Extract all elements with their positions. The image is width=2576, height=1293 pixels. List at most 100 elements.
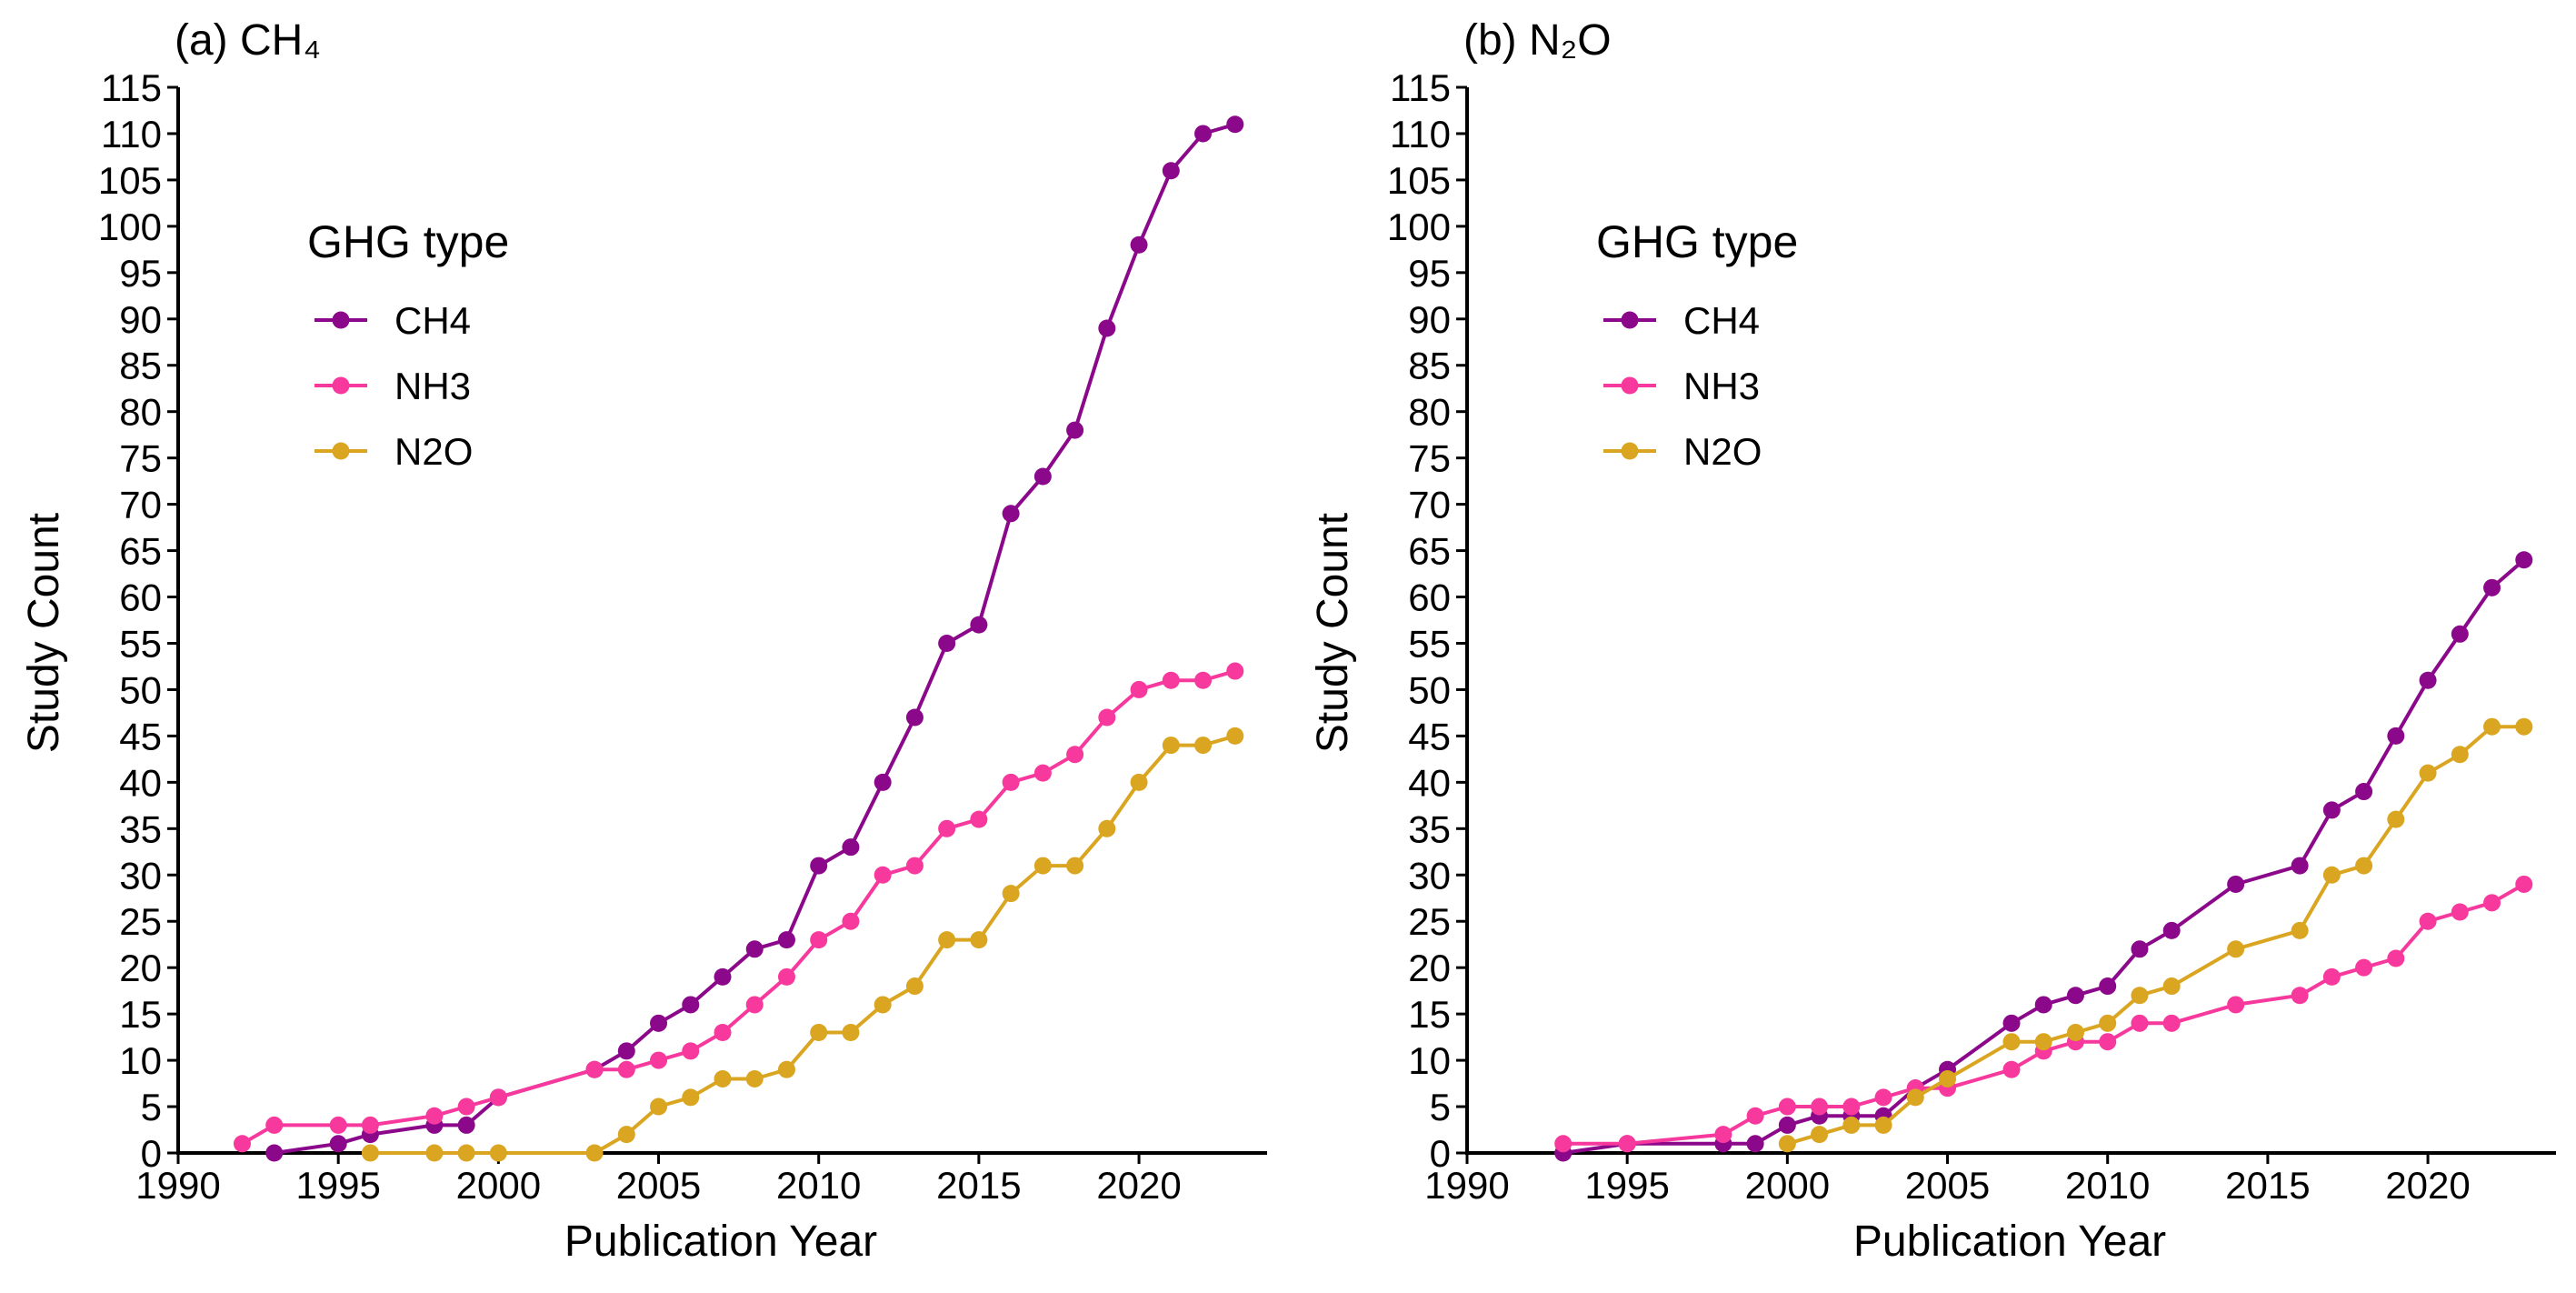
series-nh3 [233,662,1244,1153]
x-tick-label: 2020 [2385,1164,2470,1207]
data-point-ch4 [2034,996,2052,1014]
data-point-nh3 [1842,1098,1861,1116]
data-point-n2o [745,1069,764,1088]
data-point-ch4 [874,773,892,791]
y-tick-label: 90 [1408,298,1451,341]
data-point-n2o [874,996,892,1014]
data-point-n2o [1874,1116,1892,1134]
data-point-ch4 [810,857,828,875]
data-point-ch4 [714,967,732,986]
data-point-n2o [777,1060,795,1078]
data-point-nh3 [905,857,924,875]
data-point-nh3 [1554,1135,1573,1153]
data-point-ch4 [2387,727,2405,745]
data-point-n2o [2355,857,2373,875]
series-line-nh3 [240,669,1237,1146]
legend-label: N2O [1683,430,1762,473]
y-tick-label: 20 [1408,947,1451,989]
legend-title: GHG type [1596,216,1798,267]
data-point-n2o [2227,940,2245,958]
data-point-n2o [2066,1024,2084,1042]
y-tick-label: 0 [1430,1132,1451,1175]
data-point-ch4 [682,996,700,1014]
y-tick-label: 100 [98,205,162,248]
legend: GHG type CH4 NH3 N2O [1596,216,1798,473]
data-point-ch4 [1033,467,1052,486]
x-tick-label: 2015 [936,1164,1021,1207]
data-point-nh3 [1874,1088,1892,1107]
y-tick-label: 100 [1387,205,1451,248]
data-point-nh3 [457,1098,475,1116]
data-point-nh3 [2131,1014,2149,1032]
data-point-ch4 [2322,801,2341,819]
y-axis-title: Study Count [1309,513,1357,753]
data-point-n2o [617,1126,635,1144]
data-point-ch4 [2066,987,2084,1005]
data-point-ch4 [2291,857,2309,875]
data-point-n2o [2451,746,2469,764]
legend-title: GHG type [307,216,509,267]
data-point-nh3 [874,866,892,884]
y-tick-label: 10 [119,1039,162,1082]
data-point-nh3 [489,1088,507,1107]
data-point-n2o [810,1024,828,1042]
data-point-nh3 [425,1107,444,1125]
data-point-nh3 [714,1024,732,1042]
data-point-n2o [1906,1088,1924,1107]
data-point-nh3 [1002,773,1020,791]
y-tick-label: 0 [141,1132,162,1175]
data-point-n2o [2034,1033,2052,1051]
data-point-ch4 [1002,505,1020,523]
data-point-ch4 [2515,551,2533,569]
y-tick-label: 65 [119,530,162,573]
legend: GHG type CH4 NH3 N2O [307,216,509,473]
x-tick-label: 2010 [776,1164,861,1207]
legend-key-dot [332,442,350,460]
legend-key-dot [1621,376,1639,395]
x-tick-label: 2000 [1745,1164,1830,1207]
data-point-n2o [1194,737,1213,755]
y-tick-label: 70 [1408,484,1451,526]
data-point-n2o [425,1144,444,1162]
series-line-nh3 [1561,882,2526,1146]
y-axis-title: Study Count [20,513,68,753]
y-tick-label: 55 [1408,622,1451,665]
data-point-n2o [1033,857,1052,875]
data-point-ch4 [329,1135,347,1153]
legend-label: CH4 [1683,299,1760,342]
data-point-ch4 [2419,671,2437,689]
y-tick-label: 60 [1408,576,1451,619]
series-n2o [1778,717,2533,1153]
x-tick-label: 2005 [616,1164,701,1207]
y-tick-label: 25 [119,900,162,943]
y-tick-label: 35 [1408,807,1451,850]
data-point-nh3 [1811,1098,1829,1116]
data-point-nh3 [1098,708,1116,727]
data-point-n2o [585,1144,604,1162]
x-axis-title: Publication Year [564,1218,877,1266]
data-point-nh3 [617,1060,635,1078]
y-tick-label: 50 [1408,668,1451,711]
y-tick-label: 30 [119,854,162,897]
data-point-nh3 [1714,1126,1732,1144]
data-point-nh3 [361,1116,379,1134]
legend-label: NH3 [394,365,471,407]
y-tick-label: 65 [1408,530,1451,573]
data-point-nh3 [650,1051,668,1069]
data-point-n2o [1842,1116,1861,1134]
y-tick-label: 40 [119,761,162,804]
y-tick-label: 5 [141,1086,162,1128]
data-point-nh3 [233,1135,251,1153]
chart-panel-2: (b) N₂O 051015202530354045505560657075808… [1309,16,2556,1266]
data-point-n2o [1098,819,1116,837]
data-point-n2o [2131,987,2149,1005]
data-point-n2o [457,1144,475,1162]
data-point-n2o [1066,857,1084,875]
legend-label: NH3 [1683,365,1760,407]
y-tick-label: 80 [1408,391,1451,434]
data-point-nh3 [938,819,956,837]
data-point-nh3 [970,810,988,828]
data-point-nh3 [745,996,764,1014]
data-point-nh3 [1778,1098,1796,1116]
